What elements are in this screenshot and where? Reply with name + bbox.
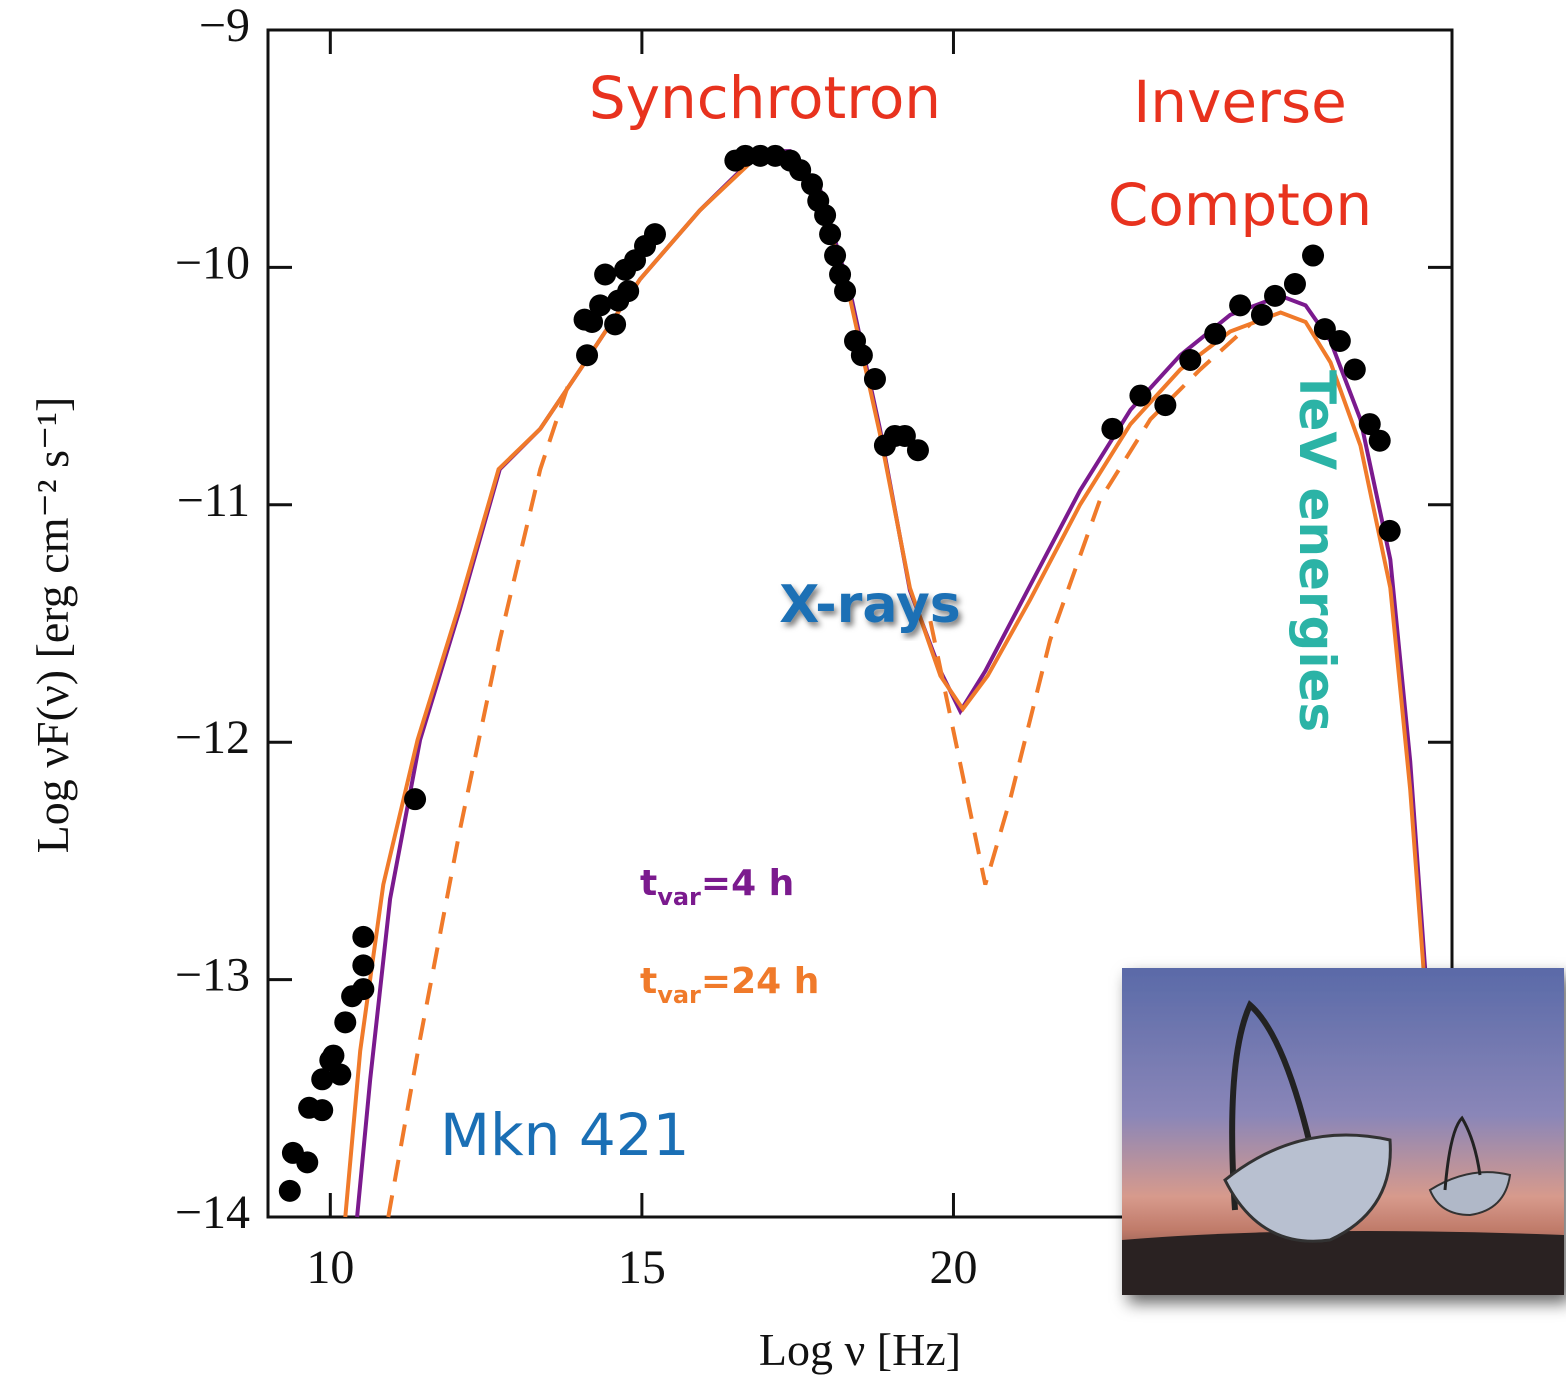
legend-text: t — [640, 863, 657, 904]
data-point — [576, 344, 599, 367]
annotation: X-rays — [779, 575, 960, 635]
data-point — [1204, 322, 1227, 345]
data-point — [1302, 244, 1325, 267]
legend-entry: tvar=4 h — [640, 863, 794, 911]
data-point — [311, 1068, 334, 1091]
y-tick-label: −14 — [175, 1186, 250, 1239]
annotation: TeV energies — [1288, 370, 1346, 732]
data-point — [594, 263, 617, 286]
y-tick-label: −11 — [177, 474, 250, 527]
model-curve — [386, 322, 1252, 1218]
data-point — [1343, 358, 1366, 381]
data-point — [322, 1044, 345, 1067]
data-point — [1154, 394, 1177, 417]
data-point — [311, 1099, 334, 1122]
data-point — [589, 294, 612, 317]
y-tick-label: −10 — [175, 236, 250, 289]
model-curve — [343, 151, 1428, 1218]
data-point — [334, 1011, 357, 1034]
data-point — [850, 344, 873, 367]
data-point — [863, 367, 886, 390]
x-tick-label: 20 — [929, 1241, 977, 1294]
y-axis-label: Log νF(ν) [erg cm⁻² s⁻¹] — [27, 397, 78, 854]
data-point — [1328, 329, 1351, 352]
data-point — [296, 1151, 319, 1174]
data-point — [824, 244, 847, 267]
data-point — [1313, 318, 1336, 341]
data-point — [1283, 273, 1306, 296]
data-point — [278, 1179, 301, 1202]
x-axis-label: Log ν [Hz] — [759, 1324, 961, 1375]
y-tick-label: −13 — [175, 949, 250, 1002]
data-point — [404, 788, 427, 811]
y-tick-label: −9 — [199, 0, 250, 52]
data-point — [829, 263, 852, 286]
legend-text: var — [657, 883, 701, 911]
annotation: Inverse — [1133, 68, 1347, 136]
legend-text: =4 h — [701, 863, 794, 904]
annotation: Synchrotron — [589, 64, 941, 132]
data-point — [1368, 429, 1391, 452]
data-point — [1378, 519, 1401, 542]
data-point — [329, 1063, 352, 1086]
annotation: Mkn 421 — [440, 1101, 690, 1169]
legend-entry: tvar=24 h — [640, 961, 819, 1009]
data-point — [352, 925, 375, 948]
data-point — [352, 954, 375, 977]
data-point — [581, 311, 604, 334]
legend-text: =24 h — [701, 961, 819, 1002]
data-point — [893, 424, 916, 447]
data-point — [1101, 417, 1124, 440]
data-point — [1358, 413, 1381, 436]
data-point — [604, 313, 627, 336]
data-point — [1229, 294, 1252, 317]
annotation: Compton — [1108, 171, 1372, 239]
telescope-photo — [1122, 968, 1564, 1295]
x-tick-label: 15 — [618, 1241, 666, 1294]
legend-text: t — [640, 961, 657, 1002]
legend-text: var — [657, 981, 701, 1009]
data-point — [1179, 348, 1202, 371]
data-point — [814, 204, 837, 227]
data-point — [801, 173, 824, 196]
data-point — [1250, 303, 1273, 326]
data-point — [906, 439, 929, 462]
data-point — [617, 280, 640, 303]
y-tick-label: −12 — [175, 711, 250, 764]
plot-frame — [266, 28, 1454, 1219]
data-point — [819, 223, 842, 246]
data-point — [643, 223, 666, 246]
data-point — [834, 280, 857, 303]
data-point — [1264, 284, 1287, 307]
data-point — [352, 978, 375, 1001]
x-tick-label: 10 — [306, 1241, 354, 1294]
data-point — [1129, 384, 1152, 407]
